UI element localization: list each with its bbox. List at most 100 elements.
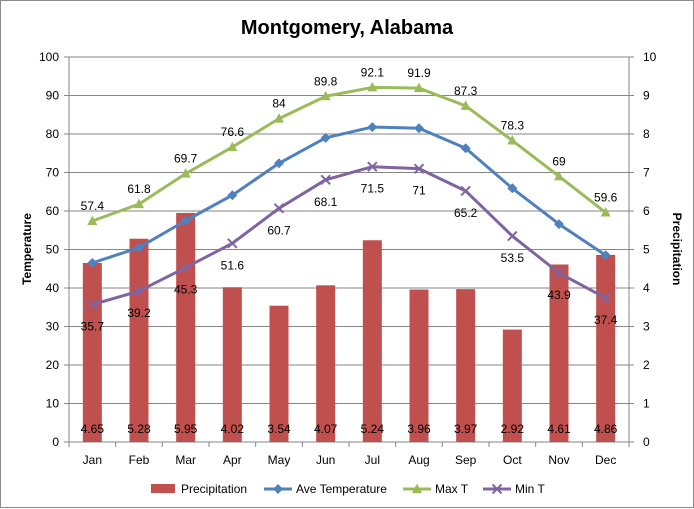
y-left-tick-label: 80	[46, 127, 60, 141]
max-t-line	[91, 85, 607, 223]
x-marker-stroke	[413, 163, 425, 174]
min-t-point	[273, 203, 285, 214]
min-t-point	[600, 292, 611, 304]
legend-marker-ave-temperature	[273, 484, 283, 494]
legend-label: Ave Temperature	[296, 482, 387, 496]
precipitation-data-label: 3.96	[407, 422, 431, 436]
precipitation-bar	[409, 289, 429, 442]
bar-series	[82, 212, 616, 442]
x-marker-stroke	[507, 230, 518, 242]
max-t-point	[274, 113, 284, 123]
min-t-data-label: 45.3	[174, 283, 198, 297]
max-t-point	[134, 198, 144, 209]
data-labels: 4.65 5.28 5.95 4.02 3.54 4.07 5.24 3.96 3.97 2.92…	[81, 65, 618, 436]
max-t-data-label: 87.3	[454, 84, 478, 98]
ave-temperature-point	[180, 215, 191, 226]
x-marker-stroke	[273, 203, 285, 214]
min-t-point	[460, 185, 471, 197]
x-marker-stroke	[491, 483, 503, 495]
x-tick-label: Jan	[83, 453, 102, 467]
ave-temperature-point	[600, 250, 611, 261]
max-t-data-label: 84	[272, 97, 286, 111]
precipitation-data-label: 3.54	[267, 422, 291, 436]
legend: Precipitation Ave Temperature Max T Min T	[151, 482, 545, 496]
max-t-point	[87, 215, 98, 226]
ave-temperature-point	[227, 190, 238, 201]
x-marker-stroke	[553, 267, 565, 279]
min-t-data-label: 71.5	[361, 182, 385, 196]
ave-temperature-line	[91, 125, 607, 265]
x-marker-stroke	[133, 285, 145, 297]
max-t-data-label: 92.1	[361, 65, 385, 79]
max-t-point	[320, 90, 331, 101]
y-right-tick-label: 6	[643, 204, 650, 218]
y-left-tick-label: 70	[46, 166, 60, 180]
max-t-point	[180, 168, 191, 178]
x-marker-stroke	[320, 174, 331, 186]
max-t-point	[507, 135, 518, 145]
y-left-tick-label: 20	[46, 358, 60, 372]
min-t-data-label: 65.2	[454, 206, 478, 220]
min-t-point	[180, 262, 191, 273]
axes: 0 10 20 30 40 50 60 70 80 90 100 0 1 2 3 4 5 6 7 8 9 10 Jan Feb…	[39, 50, 657, 467]
y-left-tick-label: 30	[46, 320, 60, 334]
max-t-data-label: 89.8	[314, 74, 338, 88]
precipitation-bar	[316, 285, 336, 442]
precipitation-bar	[176, 212, 196, 442]
min-t-data-label: 60.7	[267, 223, 291, 237]
max-t-point	[460, 100, 471, 110]
legend-marker-max-t	[412, 483, 422, 493]
legend-swatch-precipitation	[151, 484, 175, 493]
max-t-data-label: 69	[552, 154, 566, 168]
x-tick-label: Mar	[175, 453, 196, 467]
ave-temperature-point	[87, 257, 98, 268]
y-right-tick-label: 10	[643, 50, 657, 64]
max-t-data-label: 59.6	[594, 191, 618, 205]
x-tick-label: Sep	[455, 453, 477, 467]
precipitation-bar	[269, 305, 289, 442]
min-t-data-label: 43.9	[547, 288, 571, 302]
ave-temperature-point	[320, 132, 331, 143]
min-t-data-label: 35.7	[81, 320, 105, 334]
x-tick-label: Jun	[316, 453, 335, 467]
precipitation-data-label: 4.86	[594, 422, 618, 436]
y-left-tick-label: 40	[46, 281, 60, 295]
y-right-tick-label: 5	[643, 243, 650, 257]
precipitation-data-label: 4.02	[221, 422, 245, 436]
x-tick-label: Aug	[408, 453, 429, 467]
legend-label: Max T	[435, 482, 469, 496]
x-marker-stroke	[460, 185, 471, 197]
x-tick-label: Apr	[223, 453, 242, 467]
y-right-tick-label: 0	[643, 435, 650, 449]
y-right-tick-label: 7	[643, 166, 650, 180]
min-t-data-label: 68.1	[314, 195, 338, 209]
precipitation-data-label: 5.95	[174, 422, 198, 436]
y-right-tick-label: 4	[643, 281, 650, 295]
chart-title: Montgomery, Alabama	[241, 17, 454, 39]
precipitation-data-label: 4.61	[547, 422, 571, 436]
min-t-data-label: 51.6	[221, 258, 245, 272]
x-tick-label: Nov	[548, 453, 569, 467]
x-tick-label: May	[268, 453, 291, 467]
min-t-point	[553, 267, 565, 279]
x-tick-label: Oct	[503, 453, 522, 467]
min-t-data-label: 37.4	[594, 313, 618, 327]
x-marker-stroke	[227, 238, 238, 249]
max-t-data-label: 91.9	[407, 66, 431, 80]
precipitation-data-label: 4.65	[81, 422, 105, 436]
max-t-data-label: 69.7	[174, 152, 198, 166]
y-right-tick-label: 9	[643, 89, 650, 103]
precipitation-bar	[502, 329, 522, 442]
y-left-tick-label: 90	[46, 89, 60, 103]
max-t-data-label: 78.3	[501, 119, 525, 133]
precipitation-bar	[362, 240, 382, 442]
precipitation-bar	[549, 264, 569, 442]
max-t-point	[600, 207, 611, 217]
max-t-data-label: 57.4	[81, 199, 105, 213]
precipitation-bar	[222, 287, 242, 442]
precipitation-data-label: 3.97	[454, 422, 478, 436]
legend-item-ave-temperature: Ave Temperature	[264, 482, 387, 496]
ave-temperature-point	[414, 123, 424, 134]
min-t-point	[507, 230, 518, 242]
